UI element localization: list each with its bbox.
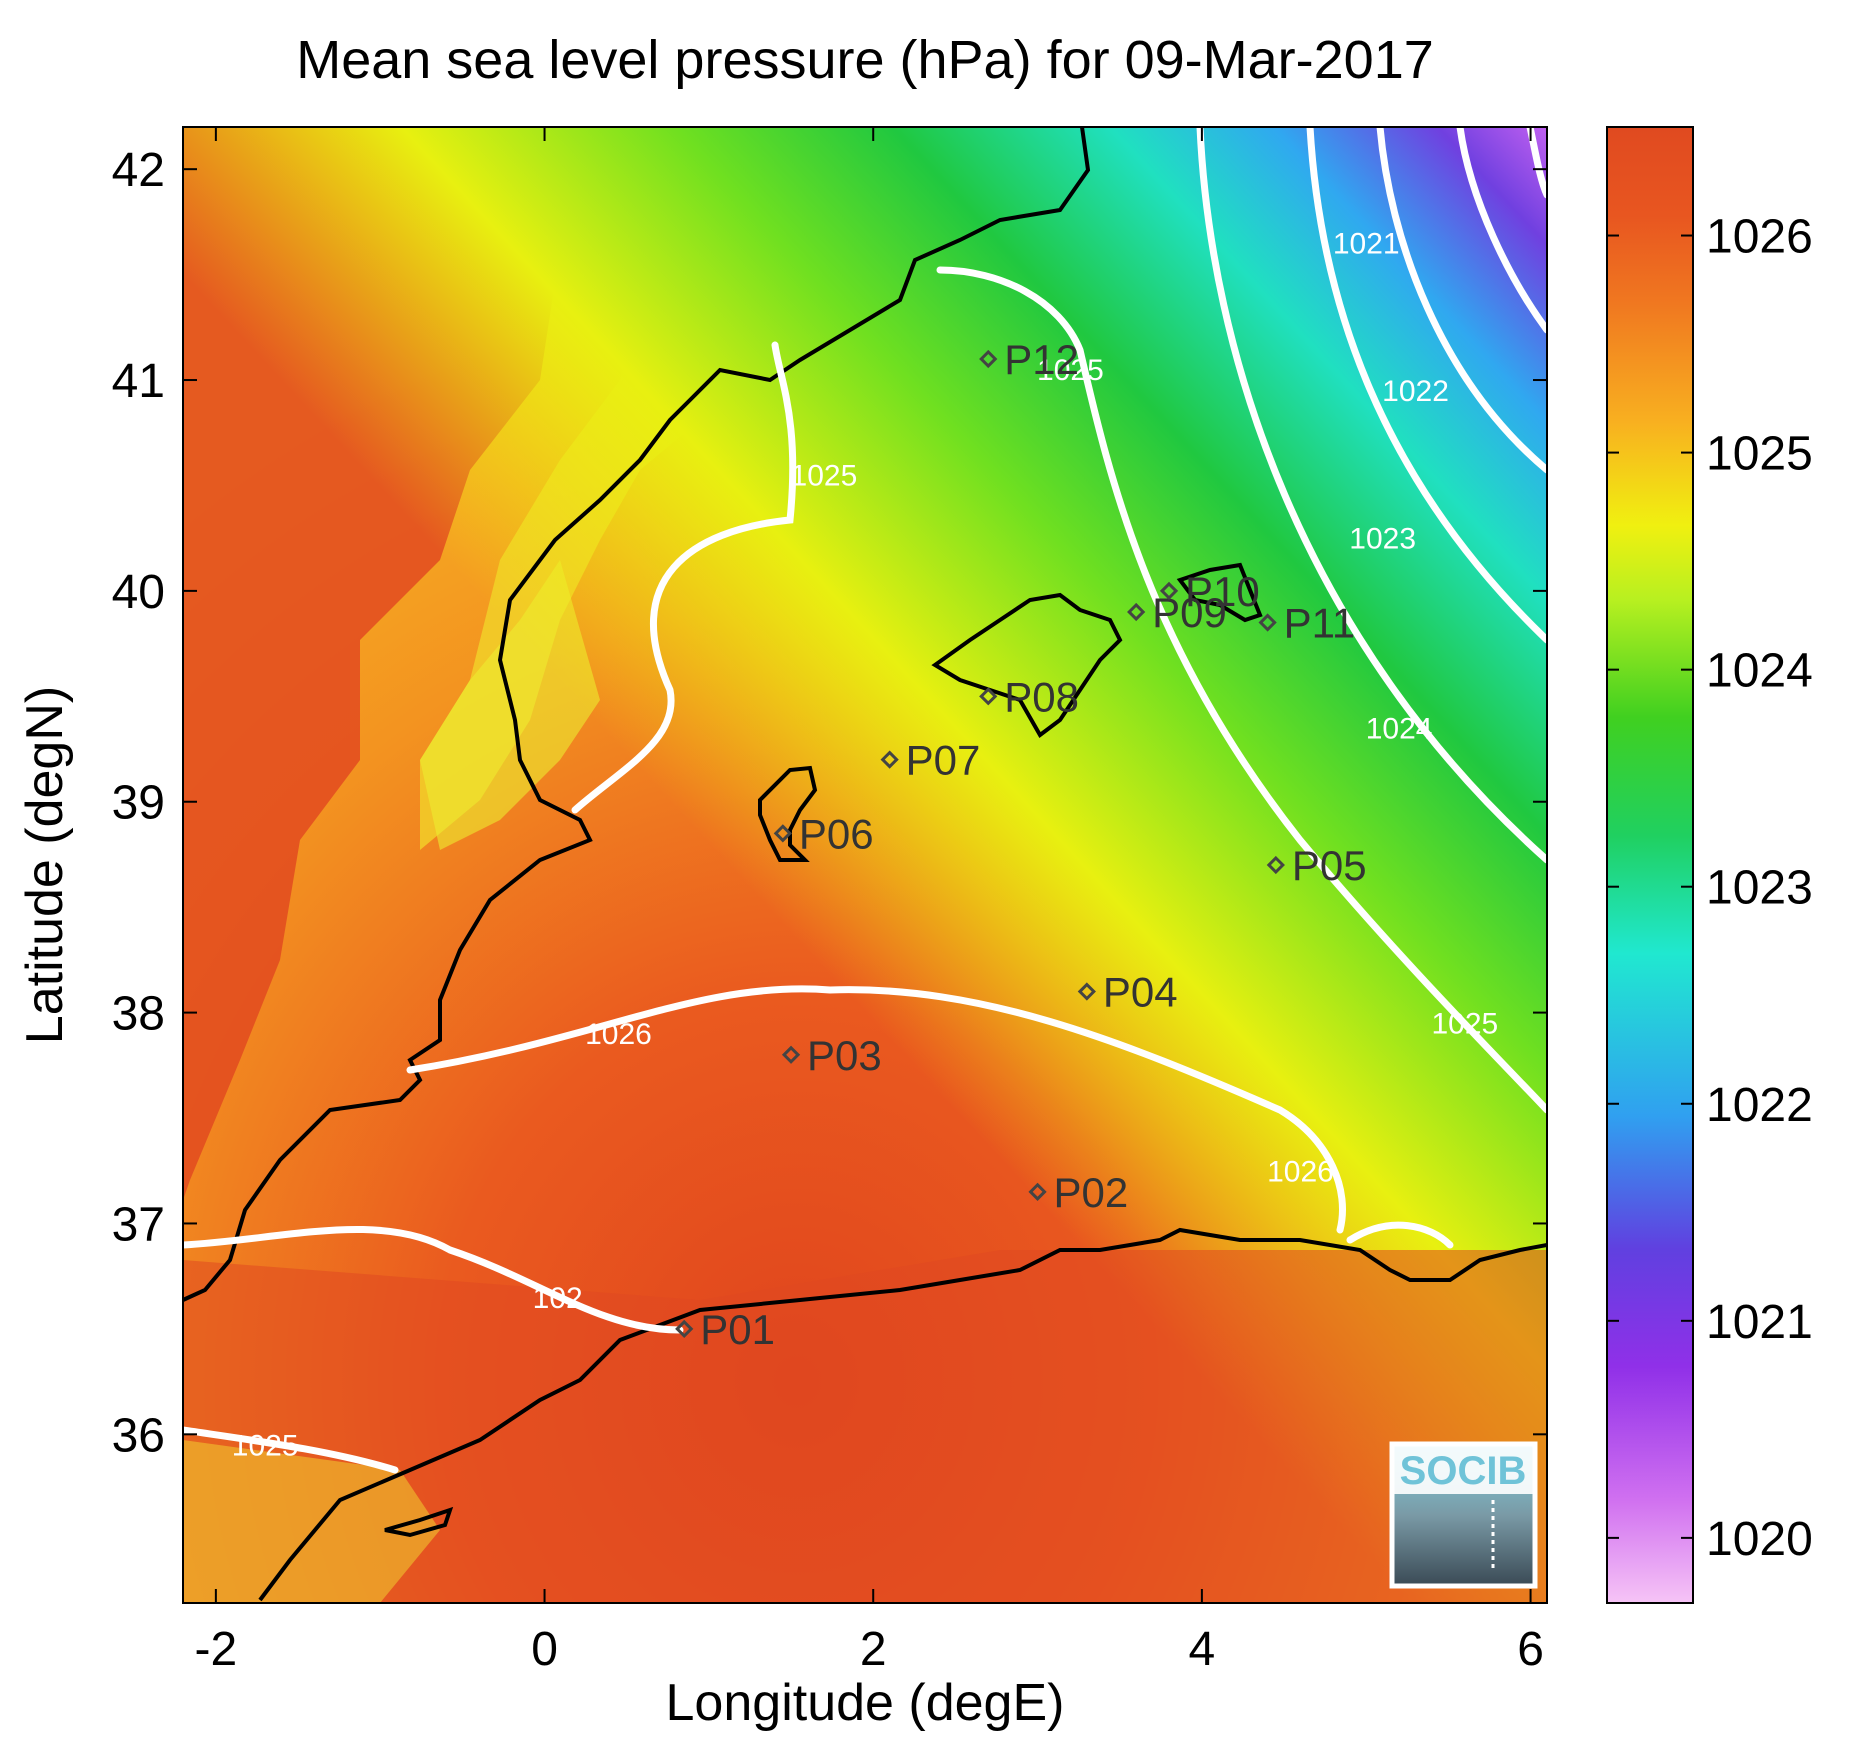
socib-logo: SOCIB (1389, 1441, 1538, 1589)
station-label: P07 (906, 737, 981, 784)
station-marker (979, 687, 998, 706)
menorca-coast (1176, 562, 1263, 623)
colorbar-tick-label: 1025 (1706, 428, 1813, 481)
y-tick-label: 41 (112, 355, 165, 408)
y-tick-label: 38 (112, 988, 165, 1041)
colorbar-tick-label: 1021 (1706, 1296, 1813, 1349)
station-marker (979, 349, 998, 369)
y-tick-label: 40 (112, 566, 165, 619)
africa-coast (258, 1227, 1547, 1602)
station-label: P08 (1004, 673, 1079, 720)
contour-label: 102 (533, 1282, 583, 1315)
station-marker (1266, 855, 1285, 875)
contour-label: 1024 (1366, 712, 1433, 745)
y-axis-ticks: 36 37 38 39 40 41 42 (112, 144, 1547, 1462)
station-marker (1159, 581, 1179, 601)
isobar-1025-west (571, 341, 797, 814)
plot-frame (182, 126, 1548, 1604)
isobar-1024 (1196, 127, 1547, 864)
logo-text: SOCIB (1400, 1449, 1527, 1493)
station-label: P02 (1054, 1169, 1129, 1216)
y-tick-label: 42 (112, 144, 165, 197)
contour-label: 1021 (1333, 228, 1400, 261)
south-high (183, 1250, 1547, 1603)
coastlines (183, 127, 1547, 1602)
y-tick-label: 36 (112, 1409, 165, 1462)
station-label: P01 (700, 1306, 775, 1353)
isobar-1022 (1376, 127, 1547, 474)
isobar-1025-sw (183, 1426, 399, 1474)
isobar-1021 (1456, 127, 1547, 334)
x-axis-label: Longitude (degE) (666, 1674, 1065, 1732)
contour-label: 1025 (1037, 354, 1104, 387)
mallorca-coast (931, 592, 1123, 738)
station-label: P03 (807, 1032, 882, 1079)
station-marker (675, 1319, 694, 1339)
station-marker (880, 750, 899, 769)
station-label: P04 (1103, 969, 1178, 1016)
isobar-1026-north (406, 985, 1346, 1234)
colorbar-tick-label: 1023 (1706, 862, 1813, 915)
station-marker (1258, 613, 1277, 632)
contour-label: 1023 (1349, 523, 1416, 556)
y-tick-label: 39 (112, 777, 165, 830)
contour-label: 1025 (791, 459, 858, 492)
alboran-coast (384, 1506, 454, 1538)
station-label: P12 (1004, 336, 1079, 383)
colorbar-tick-label: 1020 (1706, 1513, 1813, 1566)
x-tick-label: 6 (1517, 1623, 1544, 1676)
x-tick-label: 4 (1189, 1623, 1216, 1676)
isobar-1023 (1306, 127, 1547, 644)
station-label: P06 (799, 810, 874, 857)
colorbar-ticks: 1020 1021 1022 1023 1024 1025 1026 (1607, 211, 1813, 1566)
station-marker (1127, 602, 1146, 622)
station-label: P10 (1185, 568, 1260, 615)
isobar-1025-east (936, 266, 1547, 1114)
ibiza-coast (758, 765, 818, 862)
x-tick-label: -2 (195, 1623, 238, 1676)
station-marker (1028, 1182, 1047, 1201)
isobar-1026-south (183, 1226, 684, 1334)
contour-label: 1026 (585, 1018, 652, 1051)
chart-title: Mean sea level pressure (hPa) for 09-Mar… (296, 30, 1434, 90)
colorbar-tick-label: 1024 (1706, 645, 1813, 698)
x-tick-label: 0 (531, 1623, 558, 1676)
africa-yellow (183, 1440, 440, 1603)
isobar-1026-east (1346, 1221, 1454, 1249)
colorbar-tick-label: 1026 (1706, 211, 1813, 264)
contour-label: 1025 (232, 1429, 299, 1462)
colorbar (1606, 126, 1694, 1604)
y-tick-label: 37 (112, 1198, 165, 1251)
iberia-coast (183, 127, 1091, 1302)
station-label: P11 (1284, 600, 1356, 647)
station-marker (1077, 982, 1096, 1001)
station-label: P05 (1292, 842, 1367, 889)
x-axis-ticks: -2 0 2 4 6 (195, 127, 1544, 1676)
contour-label: 1025 (1431, 1008, 1498, 1041)
plot-area: 1021 1022 1023 1024 1025 1025 1025 1026 1026 1025… (183, 127, 1547, 1603)
x-tick-label: 2 (860, 1623, 887, 1676)
y-axis-label: Latitude (degN) (16, 686, 74, 1044)
colorbar-tick-label: 1022 (1706, 1079, 1813, 1132)
contour-label: 1026 (1267, 1155, 1334, 1188)
station-label: P09 (1152, 589, 1227, 636)
isobars (183, 127, 1547, 1474)
contour-labels: 1021 1022 1023 1024 1025 1025 1025 1026 1026 1025… (232, 228, 1498, 1463)
station-marker (773, 824, 792, 843)
station-marker (781, 1045, 801, 1064)
contour-label: 1022 (1382, 375, 1449, 408)
